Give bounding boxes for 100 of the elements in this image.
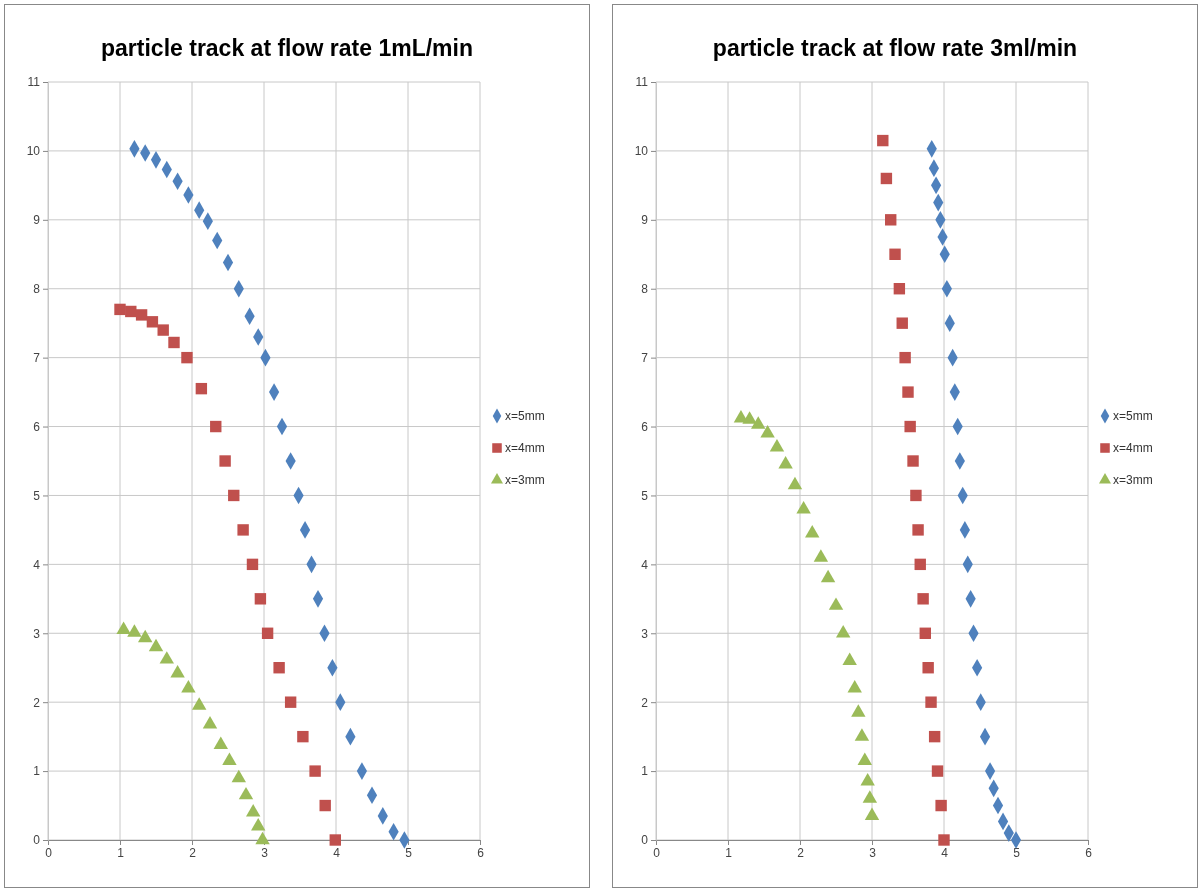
point xyxy=(885,214,897,226)
x-tick-label: 5 xyxy=(405,845,413,860)
point xyxy=(899,351,911,364)
point xyxy=(213,736,229,750)
point xyxy=(146,316,159,328)
point xyxy=(842,652,857,665)
point xyxy=(907,455,919,467)
y-tick-label: 3 xyxy=(641,626,649,641)
point xyxy=(914,558,926,571)
legend-label: x=4mm xyxy=(1113,441,1153,455)
y-tick-label: 1 xyxy=(641,764,649,779)
x-tick-label: 3 xyxy=(869,845,877,860)
x-tick-label: 0 xyxy=(45,845,53,860)
point xyxy=(195,382,208,395)
y-tick-label: 4 xyxy=(641,557,649,572)
point xyxy=(904,420,916,433)
point xyxy=(862,790,878,803)
point xyxy=(127,624,142,637)
y-tick-label: 3 xyxy=(33,626,41,641)
chart-title: particle track at flow rate 3ml/min xyxy=(712,35,1078,61)
point xyxy=(854,728,870,741)
point xyxy=(231,769,247,783)
point xyxy=(228,489,240,502)
x-tick-label: 2 xyxy=(797,845,805,860)
point xyxy=(742,411,757,424)
x-tick-label: 4 xyxy=(333,845,341,860)
y-tick-label: 11 xyxy=(635,75,649,90)
point xyxy=(864,807,880,821)
point xyxy=(159,651,175,664)
point xyxy=(935,799,947,812)
x-tick-label: 1 xyxy=(117,845,125,860)
point xyxy=(769,438,785,452)
point xyxy=(938,834,950,846)
point xyxy=(135,309,148,321)
point xyxy=(851,704,866,717)
point xyxy=(237,524,249,536)
point xyxy=(254,593,267,605)
point xyxy=(273,662,285,674)
y-tick-label: 9 xyxy=(641,213,649,228)
y-tick-label: 0 xyxy=(641,833,649,848)
point xyxy=(116,621,131,634)
point xyxy=(902,386,914,398)
x-tick-label: 4 xyxy=(941,845,949,860)
x-tick-label: 6 xyxy=(1085,845,1093,860)
y-tick-label: 2 xyxy=(641,695,649,710)
point xyxy=(202,715,218,729)
point xyxy=(860,773,875,786)
point xyxy=(261,627,274,639)
y-tick-label: 5 xyxy=(33,488,41,503)
point xyxy=(805,525,820,538)
point xyxy=(925,696,937,708)
y-tick-label: 0 xyxy=(33,833,41,848)
y-tick-label: 7 xyxy=(33,350,41,365)
y-tick-label: 6 xyxy=(33,419,41,434)
point xyxy=(329,834,341,846)
point xyxy=(219,455,231,467)
point xyxy=(751,416,766,429)
point xyxy=(148,638,164,652)
point xyxy=(238,786,254,800)
point xyxy=(912,524,924,536)
point xyxy=(157,324,169,336)
point xyxy=(309,765,321,777)
chart-title: particle track at flow rate 1mL/min xyxy=(101,35,473,61)
point xyxy=(284,696,297,708)
point xyxy=(910,489,922,502)
point xyxy=(922,662,934,674)
point xyxy=(847,680,862,693)
point xyxy=(931,765,944,777)
point xyxy=(168,336,180,349)
point xyxy=(889,248,901,260)
point xyxy=(880,172,893,185)
y-tick-label: 6 xyxy=(641,419,649,434)
point xyxy=(928,730,941,743)
x-tick-label: 2 xyxy=(189,845,197,860)
point xyxy=(191,697,207,710)
point xyxy=(210,420,222,433)
point xyxy=(828,597,844,610)
x-tick-label: 6 xyxy=(477,845,485,860)
point xyxy=(181,680,196,693)
point xyxy=(778,456,793,469)
point xyxy=(857,752,873,765)
point xyxy=(820,569,836,583)
point xyxy=(919,627,931,639)
point xyxy=(222,752,237,765)
y-tick-label: 8 xyxy=(641,282,649,297)
point xyxy=(893,283,906,295)
point xyxy=(246,558,259,571)
point xyxy=(877,134,889,147)
y-tick-label: 10 xyxy=(634,144,649,159)
y-tick-label: 7 xyxy=(641,350,649,365)
point xyxy=(251,817,266,831)
point xyxy=(813,549,829,562)
x-tick-label: 1 xyxy=(725,845,733,860)
y-tick-label: 8 xyxy=(33,282,41,297)
point xyxy=(137,629,153,643)
y-tick-label: 9 xyxy=(33,213,41,228)
y-tick-label: 4 xyxy=(33,557,41,572)
legend-label: x=3mm xyxy=(1113,473,1153,487)
y-tick-label: 5 xyxy=(641,488,649,503)
y-tick-label: 2 xyxy=(33,695,41,710)
